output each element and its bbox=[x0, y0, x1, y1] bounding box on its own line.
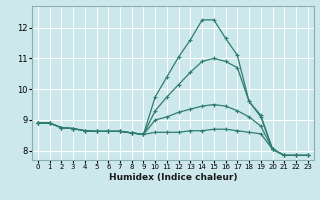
X-axis label: Humidex (Indice chaleur): Humidex (Indice chaleur) bbox=[108, 173, 237, 182]
